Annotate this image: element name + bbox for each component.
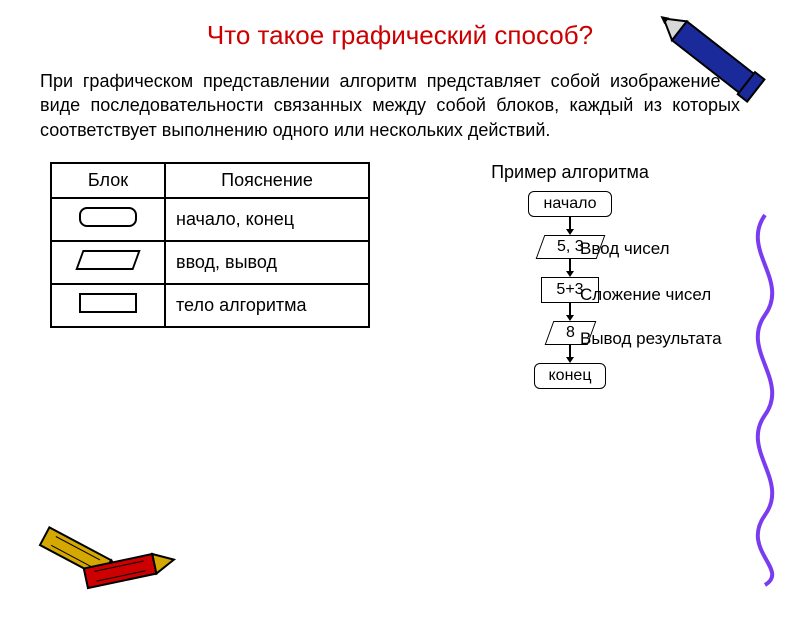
flow-node-end: конец [534,363,607,389]
table-desc: ввод, вывод [165,241,369,284]
arrow-down-icon [566,259,574,277]
table-row: начало, конец [51,198,369,241]
roundrect-icon [79,207,137,227]
squiggle-purple-icon [735,210,795,590]
parallelogram-icon [75,250,140,270]
arrow-down-icon [566,217,574,235]
table-header-block: Блок [51,163,165,198]
flow-label-output: Вывод результата [580,329,722,349]
table-header-desc: Пояснение [165,163,369,198]
flow-node-start: начало [528,191,611,217]
table-row: ввод, вывод [51,241,369,284]
crayon-yellow-icon [65,540,195,620]
flow-label-input: Ввод чисел [580,239,670,259]
table-desc: тело алгоритма [165,284,369,327]
rect-icon [79,293,137,313]
flow-label-process: Сложение чисел [580,285,711,305]
flowchart: Пример алгоритма начало 5, 3 5+3 8 конец… [370,162,770,389]
table-desc: начало, конец [165,198,369,241]
arrow-down-icon [566,303,574,321]
table-row: тело алгоритма [51,284,369,327]
pen-blue-icon [640,0,800,160]
arrow-down-icon [566,345,574,363]
legend-table: Блок Пояснение начало, конец ввод, вывод… [50,162,370,389]
flowchart-title: Пример алгоритма [370,162,770,183]
